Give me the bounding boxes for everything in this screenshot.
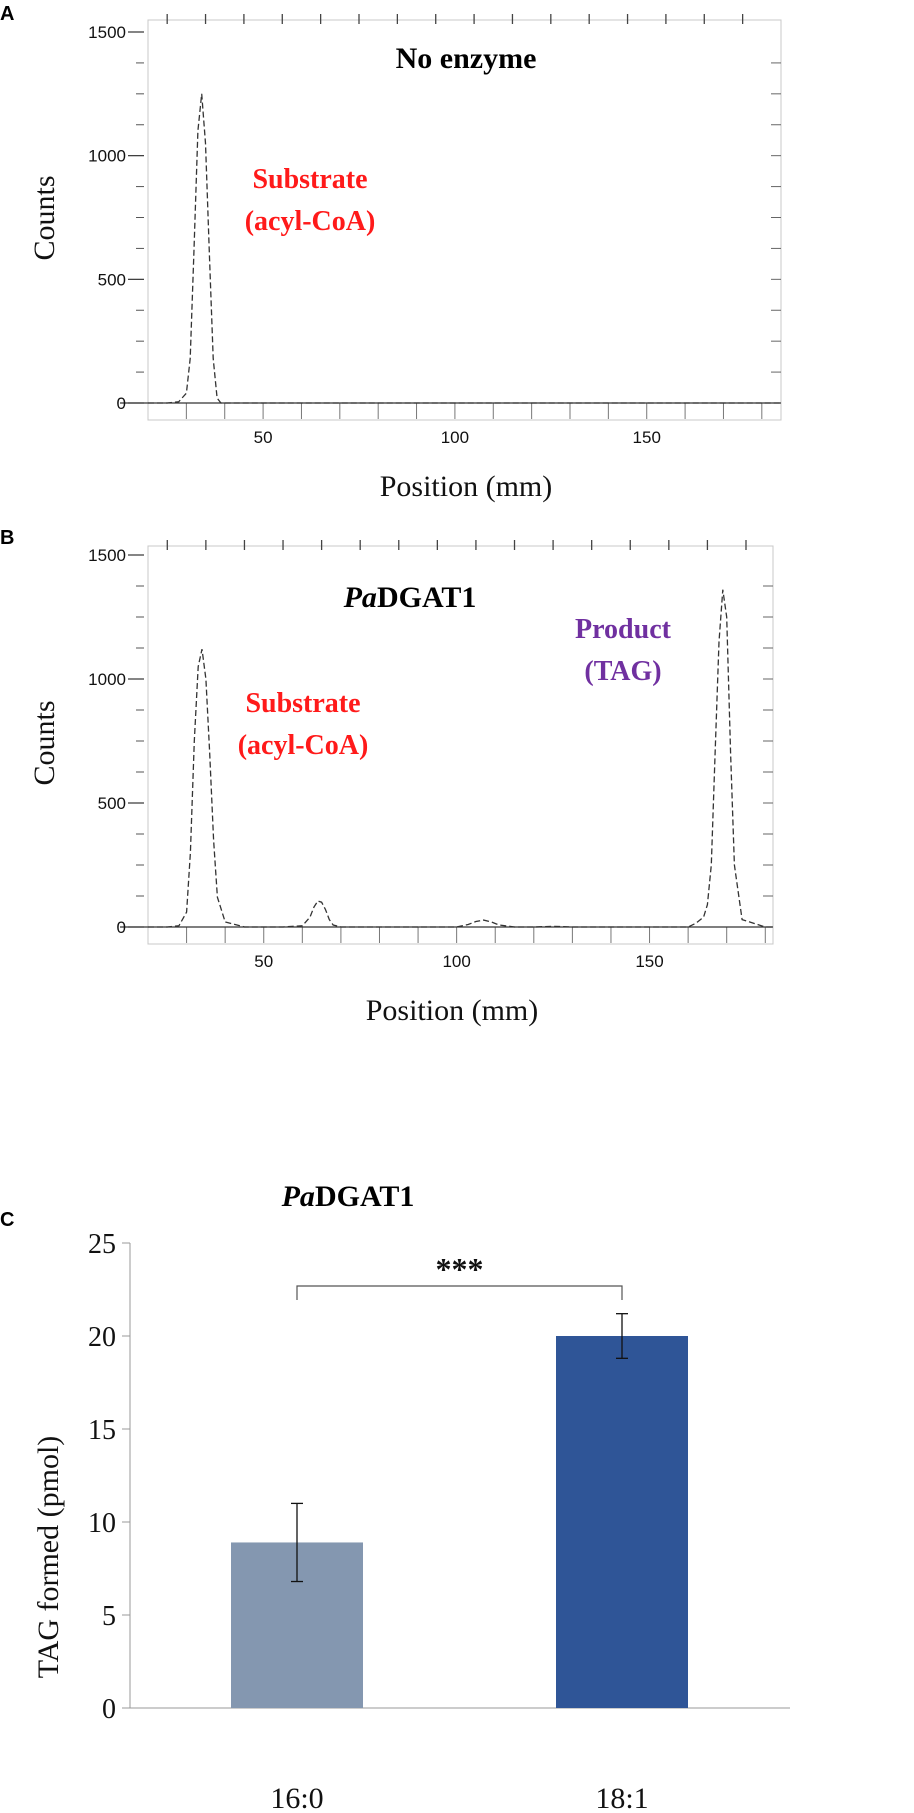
panel-a-letter: A — [0, 3, 14, 25]
significance-bracket-line — [296, 1285, 623, 1300]
panel-b-y-ticks: 0 500 1000 1500 — [88, 546, 144, 937]
panel-a-radio-trace — [148, 93, 781, 404]
panel-b-x-axis-label: Position (mm) — [366, 994, 539, 1027]
bar-18-1 — [556, 1336, 688, 1708]
panel-b-substrate-label: Substrate — [245, 688, 360, 719]
panel-b: B 0 500 1000 1500 50 100 150 PaDGAT1 Substrat… — [0, 527, 774, 1027]
y-tick-label: 0 — [102, 1694, 116, 1725]
panel-a-frame-ticks — [166, 14, 781, 419]
panel-b-product-sublabel: (TAG) — [584, 656, 661, 687]
panel-b-title: PaDGAT1 — [343, 581, 477, 614]
panel-a-x-axis-label: Position (mm) — [380, 470, 553, 503]
y-tick-label: 500 — [98, 794, 126, 813]
y-tick-label: 1500 — [88, 546, 126, 565]
category-label-18-1: 18:1 — [595, 1782, 648, 1813]
panel-b-product-label: Product — [575, 614, 672, 645]
panel-b-substrate-sublabel: (acyl-CoA) — [238, 730, 369, 761]
panel-a: A 0 500 1000 1500 50 100 150 No enzyme Substr… — [0, 3, 782, 503]
panel-c-letter: C — [0, 1209, 14, 1231]
panel-c-title-italic: Pa — [281, 1180, 315, 1213]
panel-b-y-axis-label: Counts — [28, 700, 61, 785]
x-tick-label: 50 — [254, 428, 273, 447]
x-tick-label: 150 — [635, 952, 663, 971]
y-tick-label: 1000 — [88, 670, 126, 689]
y-tick-label: 15 — [88, 1415, 116, 1446]
panel-c-title: PaDGAT1 — [281, 1180, 415, 1213]
panel-b-radio-trace — [148, 589, 773, 928]
significance-stars: *** — [436, 1251, 484, 1287]
category-label-16-0: 16:0 — [270, 1782, 323, 1813]
panel-b-plot-frame — [147, 545, 774, 945]
y-tick-label: 500 — [98, 270, 126, 289]
panel-b-title-rest: DGAT1 — [377, 581, 476, 614]
panel-a-x-ticks: 50 100 150 — [254, 428, 661, 447]
x-tick-label: 50 — [254, 952, 273, 971]
y-tick-label: 25 — [88, 1229, 116, 1260]
panel-a-substrate-sublabel: (acyl-CoA) — [245, 206, 376, 237]
panel-c-title-rest: DGAT1 — [315, 1180, 414, 1213]
panel-b-letter: B — [0, 527, 14, 549]
y-tick-label: 1000 — [88, 147, 126, 166]
panel-a-y-axis-label: Counts — [28, 175, 61, 260]
panel-b-x-ticks: 50 100 150 — [254, 952, 663, 971]
y-tick-label: 0 — [117, 918, 126, 937]
x-tick-label: 100 — [442, 952, 470, 971]
panel-a-plot-frame — [147, 19, 782, 421]
x-tick-label: 150 — [633, 428, 661, 447]
panel-a-substrate-label: Substrate — [252, 164, 367, 195]
panel-b-frame-ticks — [166, 540, 773, 943]
y-tick-label: 5 — [102, 1601, 116, 1632]
panel-c-significance-bracket: *** — [296, 1251, 623, 1300]
x-tick-label: 100 — [441, 428, 469, 447]
y-tick-label: 1500 — [88, 23, 126, 42]
panel-c-bars: 16:0 18:1 — [231, 1313, 688, 1813]
y-tick-label: 10 — [88, 1508, 116, 1539]
panel-c: C PaDGAT1 0 5 10 15 20 25 16:0 18:1 *** TAG fo… — [0, 1180, 790, 1813]
panel-b-title-italic: Pa — [343, 581, 377, 614]
y-tick-label: 0 — [117, 394, 126, 413]
panel-c-y-axis-label: TAG formed (pmol) — [32, 1436, 65, 1679]
panel-a-title: No enzyme — [396, 42, 537, 75]
panel-c-y-ticks: 0 5 10 15 20 25 — [88, 1229, 130, 1725]
panel-a-y-ticks: 0 500 1000 1500 — [88, 23, 144, 413]
y-tick-label: 20 — [88, 1322, 116, 1353]
